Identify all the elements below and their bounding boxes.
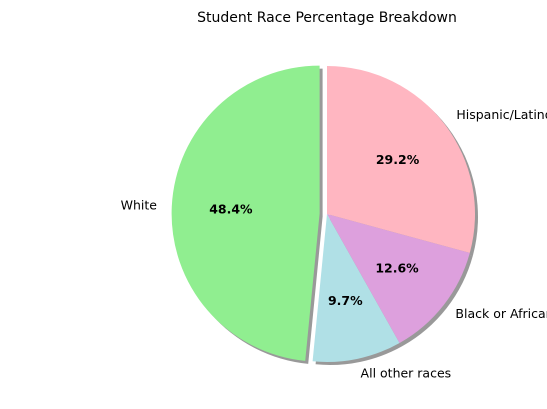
slice-labels: White 48.4% All other races 9.7% Black or Af…	[121, 107, 547, 380]
slice-percent-hispanic-latino-of-any-race: 29.2%	[376, 152, 420, 167]
pie-slices	[171, 65, 475, 362]
slice-percent-black-or-african-american: 12.6%	[375, 261, 419, 276]
slice-label-all-other-races: All other races	[361, 365, 452, 380]
pie-slice-all-other-races	[312, 214, 400, 362]
slice-label-white: White	[121, 198, 158, 213]
slice-percent-all-other-races: 9.7%	[328, 293, 363, 308]
chart-title: Student Race Percentage Breakdown	[197, 10, 457, 26]
pie-slice-white	[171, 65, 320, 361]
slice-label-hispanic-latino-of-any-race: Hispanic/Latino of any race	[456, 107, 547, 122]
pie-slice-hispanic-latino-of-any-race	[327, 66, 475, 253]
slice-label-black-or-african-american: Black or African American	[455, 306, 547, 321]
pie-slice-black-or-african-american	[327, 214, 470, 343]
slice-percent-white: 48.4%	[209, 201, 253, 216]
